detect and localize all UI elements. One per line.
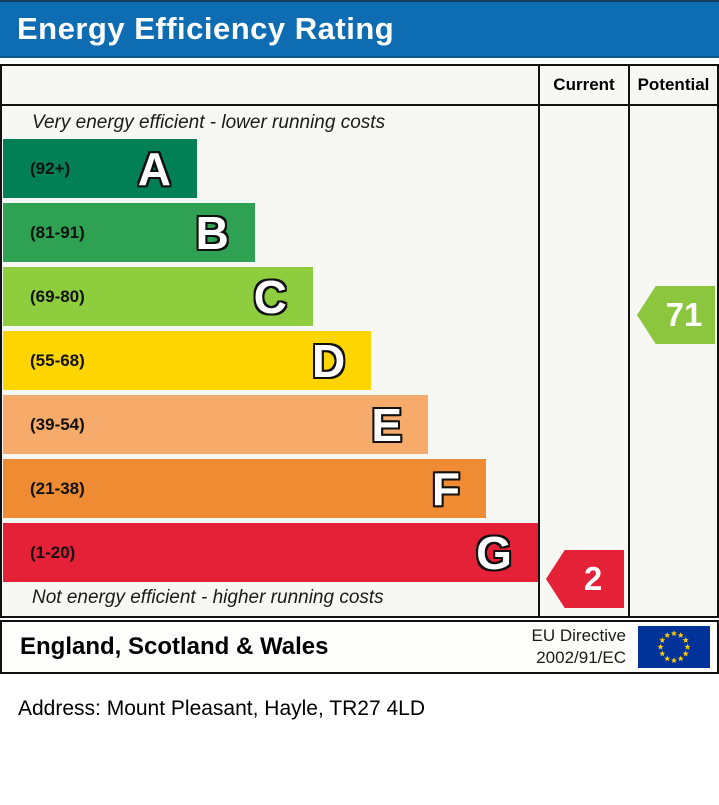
eu-directive-line1: EU Directive (531, 625, 626, 645)
eu-flag-icon (638, 626, 710, 668)
band-letter: E (371, 398, 403, 451)
band-letter: G (476, 526, 512, 579)
band-bar-a: (92+) A (3, 139, 198, 198)
chart-header-spacer (2, 66, 538, 104)
band-row-c: (69-80) C (2, 267, 538, 326)
eu-directive-label: EU Directive 2002/91/EC (532, 625, 638, 669)
band-row-g: (1-20) G (2, 523, 538, 582)
band-row-e: (39-54) E (2, 395, 538, 454)
band-bar-e: (39-54) E (3, 395, 429, 454)
band-range-label: (21-38) (30, 478, 85, 498)
band-row-a: (92+) A (2, 139, 538, 198)
band-bar-c: (69-80) C (3, 267, 313, 326)
rating-scale: Very energy efficient - lower running co… (2, 106, 538, 616)
footer-bar: England, Scotland & Wales EU Directive 2… (0, 620, 719, 674)
band-letter: C (253, 270, 287, 323)
address-line: Address: Mount Pleasant, Hayle, TR27 4LD (18, 697, 425, 720)
top-caption: Very energy efficient - lower running co… (32, 111, 386, 133)
band-letter: A (137, 142, 172, 195)
bands: (92+) A (81-91) B (69-80) C (55-68) D (39-54) E (2… (2, 139, 538, 582)
band-letter: D (311, 334, 346, 387)
band-bar-b: (81-91) B (3, 203, 255, 262)
title-bar: Energy Efficiency Rating (0, 0, 719, 58)
band-row-f: (21-38) F (2, 459, 538, 518)
band-range-label: (55-68) (30, 350, 85, 370)
band-range-label: (81-91) (30, 222, 85, 242)
potential-column-cell: 71 (628, 106, 717, 616)
energy-rating-chart: Current Potential Very energy efficient … (0, 64, 719, 618)
potential-rating-value: 71 (665, 296, 703, 333)
current-rating-value: 2 (583, 560, 603, 597)
band-range-label: (69-80) (30, 286, 85, 306)
region-label: England, Scotland & Wales (20, 633, 329, 660)
chart-header-row: Current Potential (2, 66, 717, 106)
band-letter: B (195, 206, 229, 259)
chart-body: Very energy efficient - lower running co… (2, 106, 717, 616)
band-bar-g: (1-20) G (3, 523, 538, 582)
band-range-label: (92+) (30, 158, 71, 178)
current-column-cell: 2 (538, 106, 628, 616)
band-row-d: (55-68) D (2, 331, 538, 390)
band-bar-d: (55-68) D (3, 331, 372, 390)
band-letter: F (431, 462, 460, 515)
potential-rating-arrow: 71 (637, 286, 715, 344)
eu-directive-line2: 2002/91/EC (536, 648, 626, 667)
band-range-label: (1-20) (30, 542, 76, 562)
current-rating-arrow: 2 (546, 550, 624, 608)
band-row-b: (81-91) B (2, 203, 538, 262)
page-title: Energy Efficiency Rating (17, 11, 395, 46)
current-column-header: Current (538, 66, 628, 104)
band-bar-f: (21-38) F (3, 459, 486, 518)
bottom-caption: Not energy efficient - higher running co… (32, 587, 384, 608)
band-range-label: (39-54) (30, 414, 85, 434)
potential-column-header: Potential (628, 66, 717, 104)
